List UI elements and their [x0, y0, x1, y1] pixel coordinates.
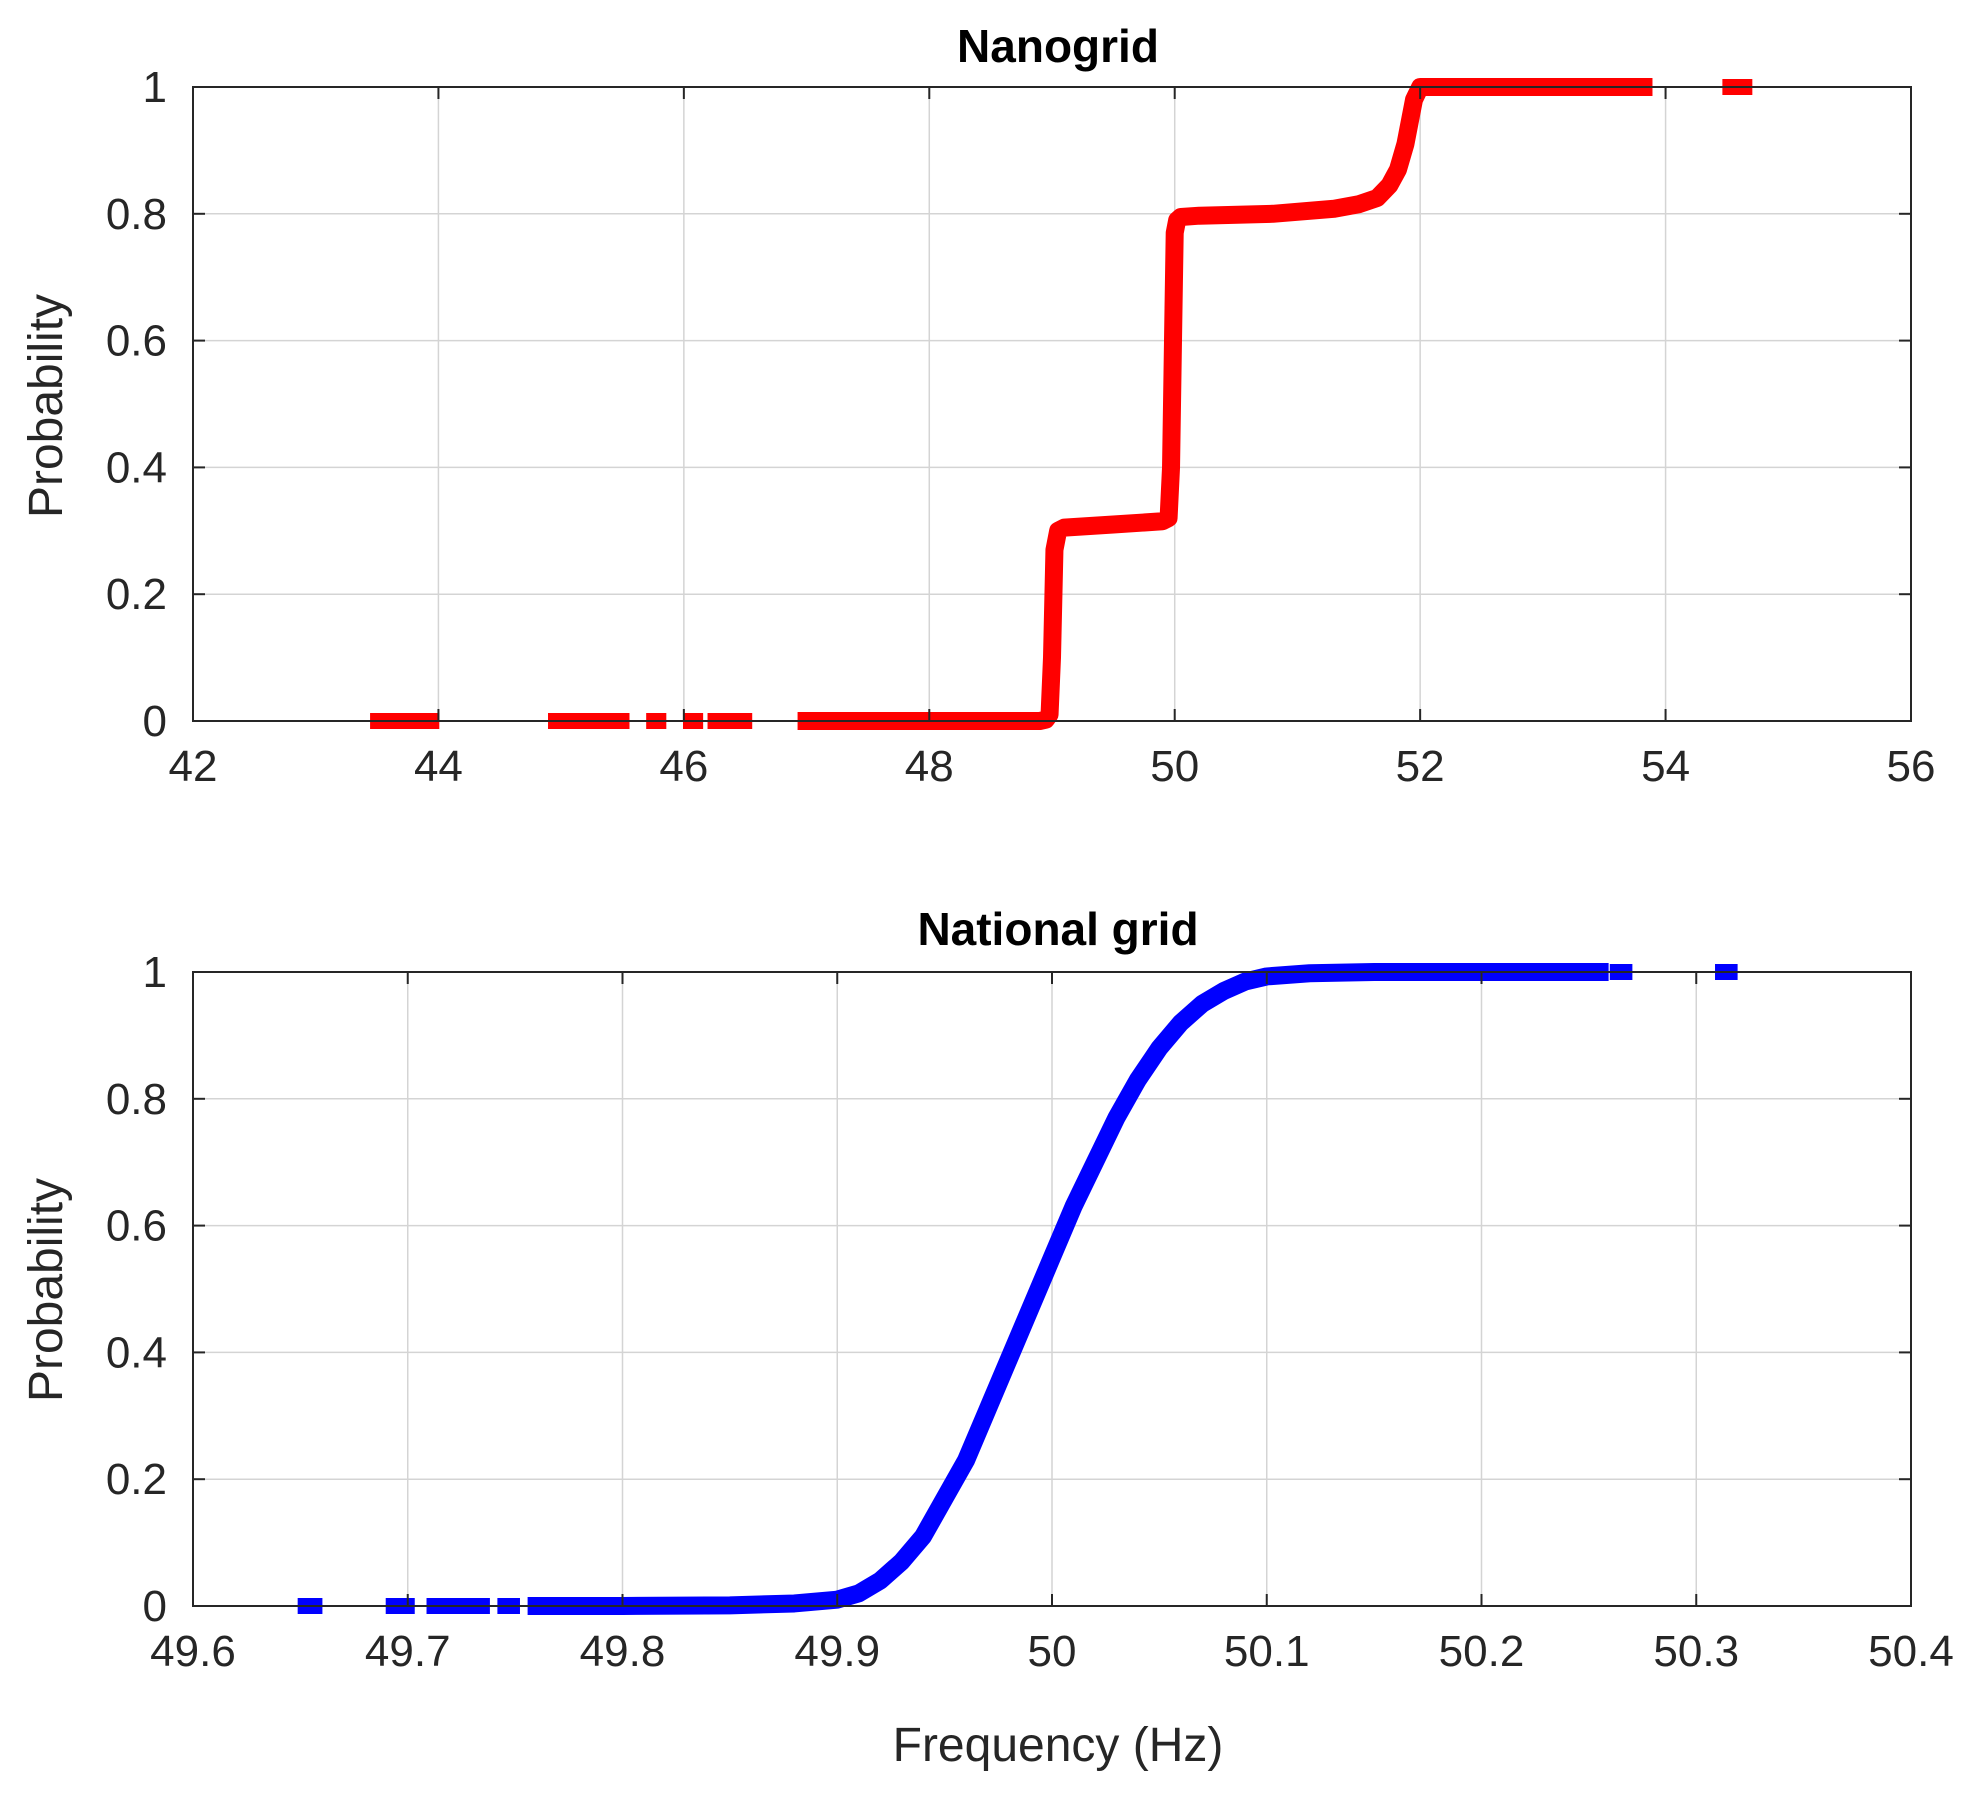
x-tick-label: 50.2: [1439, 1627, 1525, 1676]
axis-ticks: 42 44 46 48 50 52 54 56 0 0.2 0.4 0.6 0.8 1: [106, 63, 1936, 791]
y-tick-label: 0.4: [106, 443, 167, 492]
y-tick-label: 1: [143, 948, 167, 997]
axis-ticks: 49.6 49.7 49.8 49.9 50 50.1 50.2 50.3 50.4 0 0.2 0.…: [106, 948, 1954, 1676]
y-tick-label: 0.4: [106, 1328, 167, 1377]
x-tick-label: 48: [905, 742, 954, 791]
y-axis-label: Probability: [20, 1178, 73, 1402]
x-tick-label: 44: [414, 742, 463, 791]
data-series: [370, 78, 1753, 730]
cdf-series-line: [527, 963, 1609, 1615]
y-tick-label: 0.2: [106, 570, 167, 619]
y-tick-label: 0.8: [106, 1075, 167, 1124]
x-tick-label: 49.7: [365, 1627, 451, 1676]
nanogrid-panel: Nanogrid 42 44 46 48 50 52 54 5600.20.40.60.81 …: [20, 20, 1935, 791]
y-tick-label: 0.6: [106, 1202, 167, 1251]
y-tick-label: 0.8: [106, 190, 167, 239]
y-axis-label: Probability: [20, 294, 73, 518]
x-tick-label: 52: [1396, 742, 1445, 791]
y-tick-label: 0: [143, 697, 167, 746]
y-tick-label: 1: [143, 63, 167, 112]
x-axis-label: Frequency (Hz): [893, 1719, 1224, 1772]
x-tick-label: 56: [1887, 742, 1936, 791]
data-series: [297, 963, 1738, 1615]
x-tick-label: 50.1: [1224, 1627, 1310, 1676]
chart-title: Nanogrid: [957, 20, 1159, 72]
plot-area: [192, 86, 1912, 722]
x-tick-label: 50: [1028, 1627, 1077, 1676]
x-tick-label: 42: [169, 742, 218, 791]
x-tick-label: 50.3: [1653, 1627, 1739, 1676]
y-tick-label: 0.6: [106, 317, 167, 366]
grid-lines: [193, 972, 1911, 1606]
x-tick-label: 46: [659, 742, 708, 791]
y-tick-label: 0: [143, 1582, 167, 1631]
x-tick-label: 50.4: [1868, 1627, 1954, 1676]
national-grid-panel: National grid 49.6 49.7 49.8 49.9 50 50.1 50.2…: [20, 903, 1954, 1772]
cdf-series-line: [797, 78, 1653, 730]
chart-title: National grid: [917, 903, 1198, 955]
y-tick-label: 0.2: [106, 1455, 167, 1504]
x-tick-label: 49.9: [794, 1627, 880, 1676]
x-tick-label: 49.6: [150, 1627, 236, 1676]
x-tick-label: 50: [1150, 742, 1199, 791]
x-tick-label: 49.8: [580, 1627, 666, 1676]
x-tick-label: 54: [1641, 742, 1690, 791]
